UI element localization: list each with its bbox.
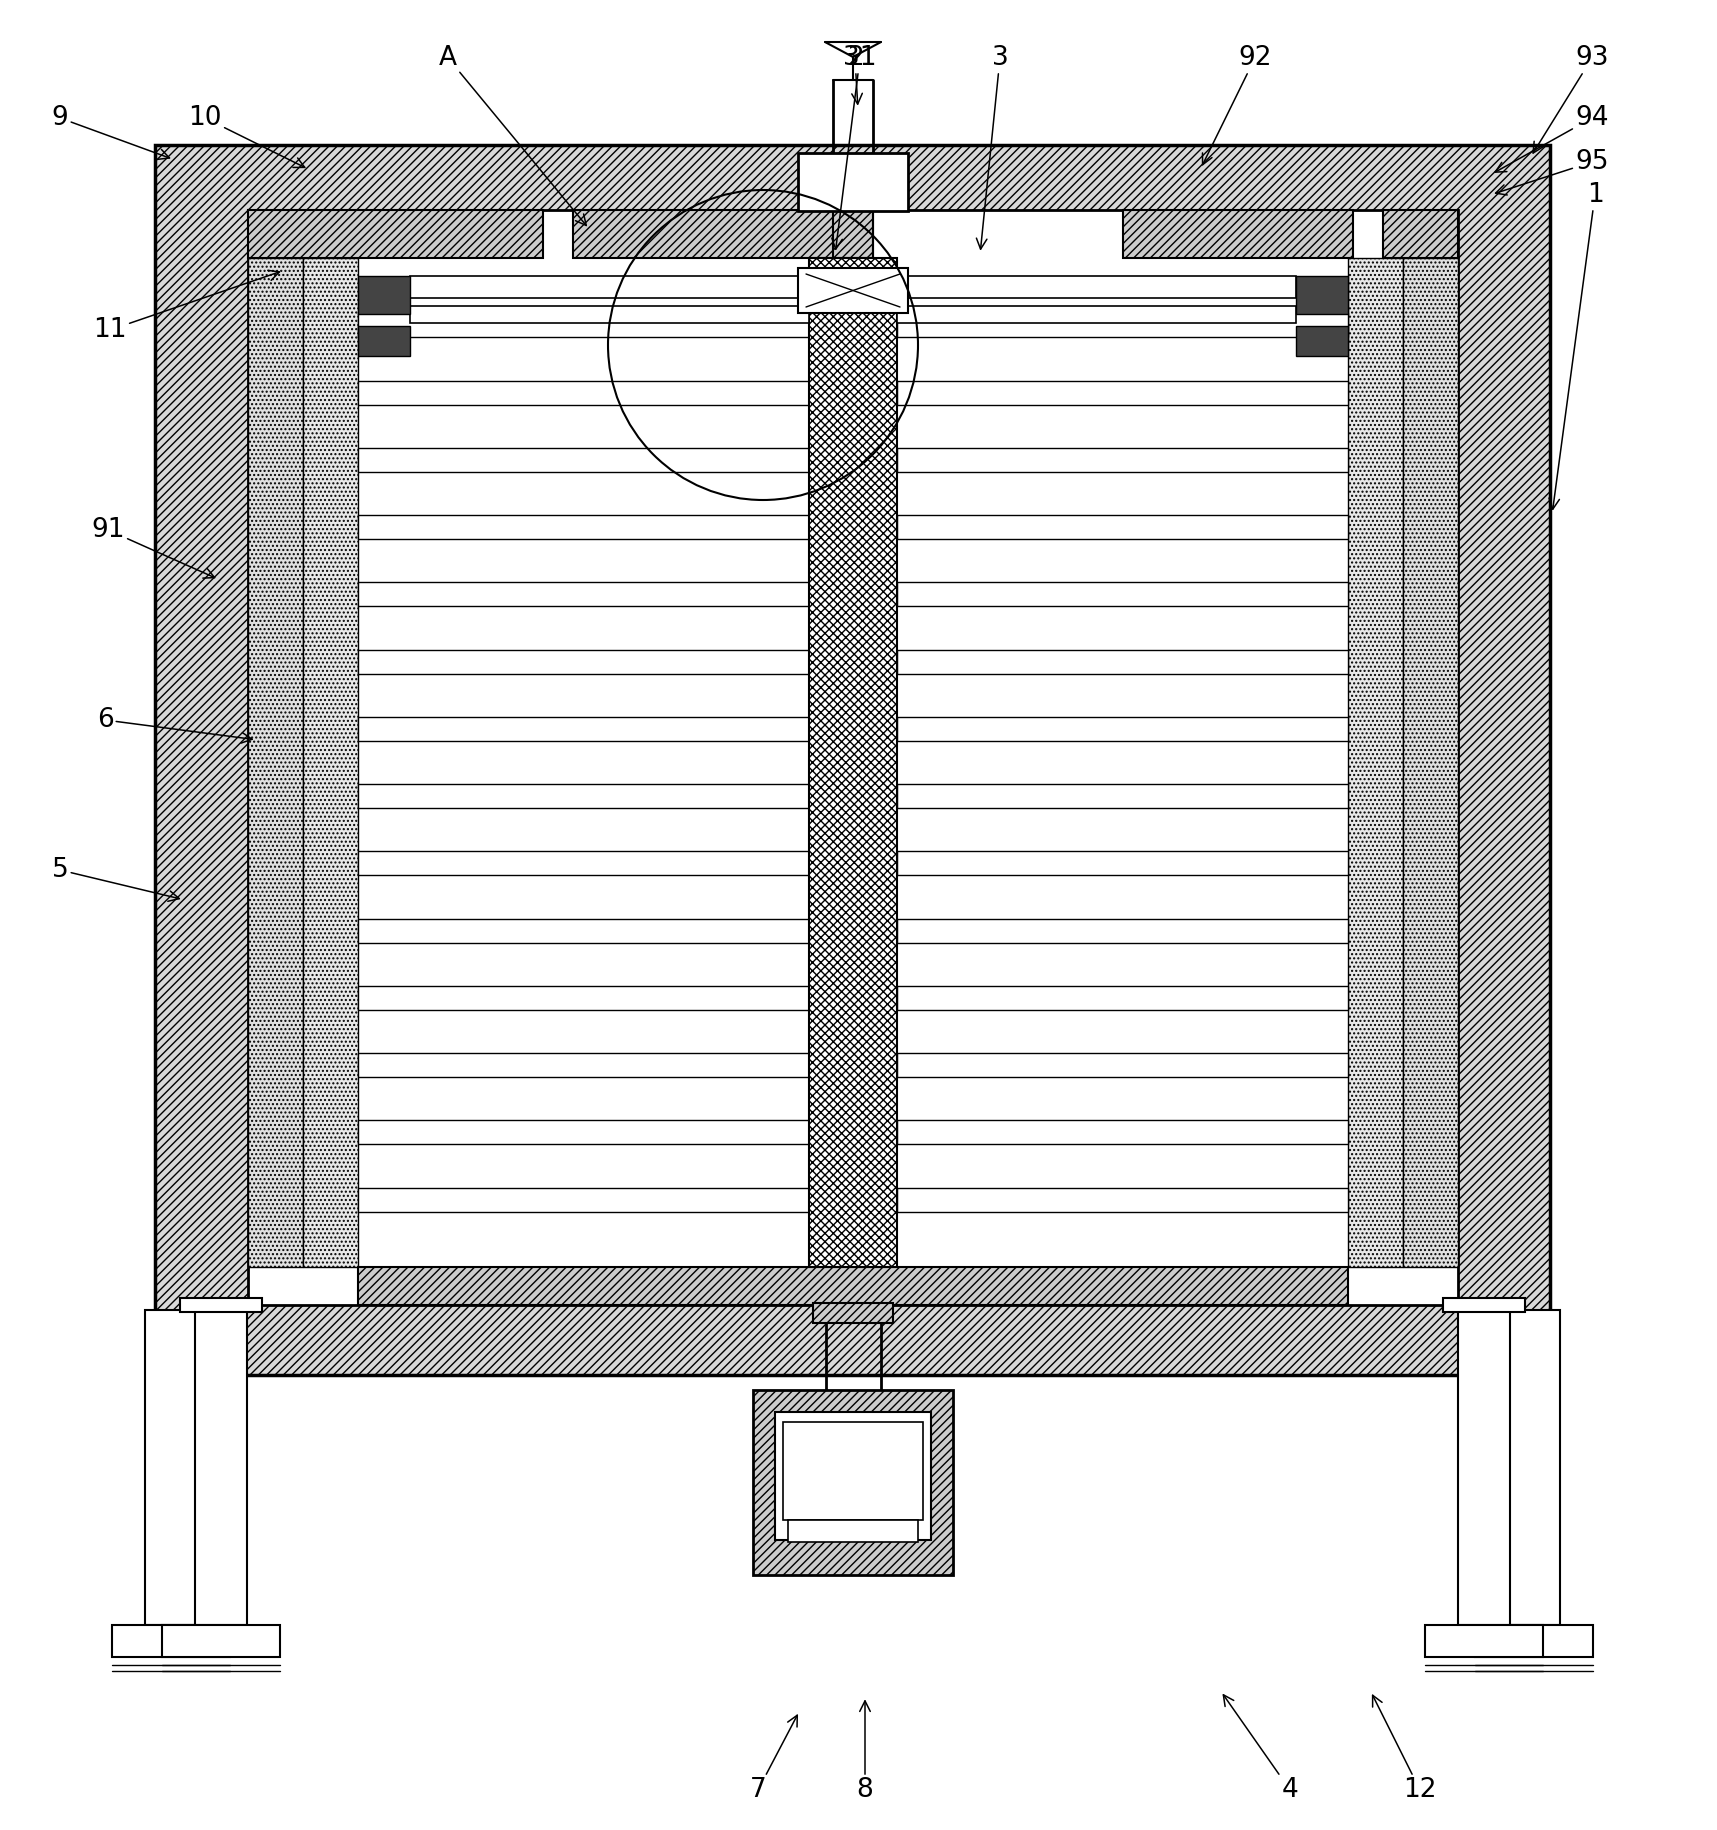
Bar: [774, 1413, 931, 1541]
Text: 92: 92: [1202, 46, 1272, 165]
Bar: [359, 448, 809, 472]
Bar: [359, 276, 410, 315]
Bar: [896, 783, 1348, 809]
Bar: [896, 381, 1348, 404]
Bar: [359, 650, 809, 673]
Bar: [798, 267, 908, 313]
Bar: [359, 1054, 809, 1078]
Text: 6: 6: [96, 706, 252, 743]
Bar: [896, 717, 1348, 741]
Bar: [1348, 258, 1403, 1266]
Bar: [896, 851, 1348, 875]
Text: 5: 5: [52, 856, 179, 902]
Bar: [896, 448, 1348, 472]
Text: 7: 7: [750, 1715, 797, 1803]
Bar: [896, 313, 1348, 337]
Bar: [155, 145, 1550, 1374]
Bar: [1403, 258, 1458, 1266]
Bar: [247, 258, 302, 1266]
Bar: [896, 919, 1348, 942]
Bar: [359, 313, 809, 337]
Bar: [896, 650, 1348, 673]
Bar: [1123, 210, 1353, 258]
Bar: [754, 1391, 953, 1576]
Bar: [896, 1188, 1348, 1211]
Text: 31: 31: [831, 46, 877, 249]
Bar: [161, 1625, 280, 1656]
Bar: [896, 276, 1296, 298]
Bar: [359, 851, 809, 875]
Bar: [144, 1310, 197, 1625]
Bar: [359, 326, 410, 357]
Bar: [896, 306, 1296, 324]
Bar: [359, 783, 809, 809]
Bar: [359, 1266, 1348, 1305]
Bar: [359, 1188, 809, 1211]
Bar: [814, 1303, 893, 1323]
Text: 4: 4: [1224, 1695, 1298, 1803]
Text: 94: 94: [1496, 104, 1609, 172]
Bar: [247, 210, 1458, 1305]
Bar: [1296, 276, 1348, 315]
Bar: [896, 1054, 1348, 1078]
Text: 8: 8: [857, 1700, 874, 1803]
Text: 11: 11: [93, 271, 280, 342]
Text: 95: 95: [1496, 148, 1609, 196]
Bar: [783, 1422, 924, 1521]
Bar: [1458, 1310, 1509, 1625]
Text: 12: 12: [1372, 1695, 1437, 1803]
Text: A: A: [440, 46, 585, 225]
Bar: [359, 1120, 809, 1144]
Bar: [1508, 1310, 1561, 1625]
Bar: [896, 582, 1348, 606]
Text: 10: 10: [189, 104, 304, 167]
Bar: [1425, 1625, 1544, 1656]
Bar: [896, 1120, 1348, 1144]
Bar: [359, 381, 809, 404]
Text: 3: 3: [977, 46, 1008, 249]
Bar: [798, 154, 908, 210]
Bar: [359, 919, 809, 942]
Bar: [410, 276, 809, 298]
Bar: [410, 306, 809, 324]
Text: 93: 93: [1533, 46, 1609, 154]
Bar: [1442, 1297, 1525, 1312]
Bar: [573, 210, 872, 258]
Bar: [359, 582, 809, 606]
Text: 91: 91: [91, 518, 215, 578]
Bar: [1382, 210, 1458, 258]
Bar: [302, 258, 359, 1266]
Text: 9: 9: [52, 104, 170, 159]
Bar: [180, 1297, 263, 1312]
Bar: [896, 986, 1348, 1010]
Bar: [112, 1625, 230, 1656]
Bar: [359, 717, 809, 741]
Bar: [809, 258, 896, 1266]
Bar: [896, 514, 1348, 540]
Bar: [196, 1310, 247, 1625]
Text: 1: 1: [1549, 181, 1604, 509]
Bar: [359, 514, 809, 540]
Bar: [788, 1521, 919, 1543]
Bar: [359, 986, 809, 1010]
Bar: [1296, 326, 1348, 357]
Bar: [247, 210, 543, 258]
Text: 2: 2: [846, 46, 864, 104]
Bar: [1475, 1625, 1593, 1656]
